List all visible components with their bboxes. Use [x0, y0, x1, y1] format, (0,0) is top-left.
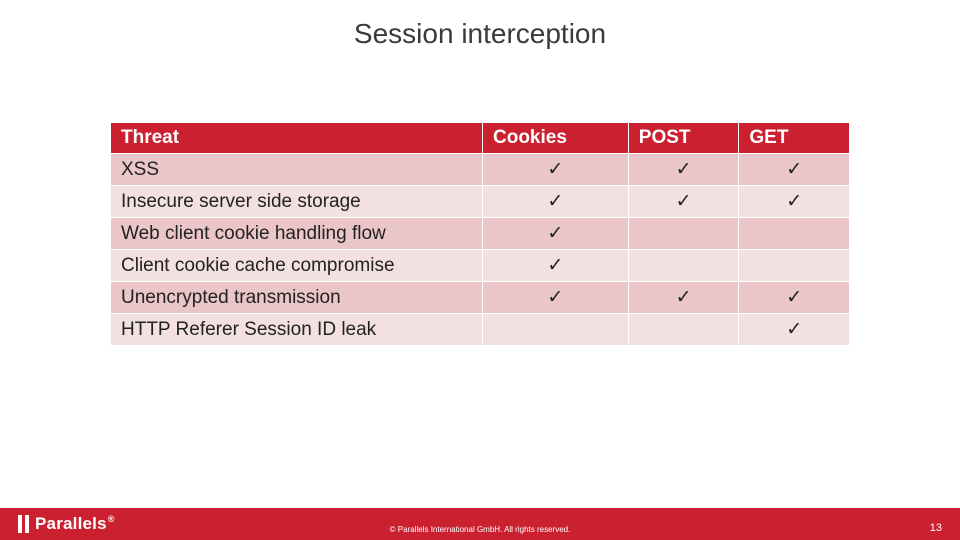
col-header-post: POST [628, 123, 739, 154]
parallels-bars-icon [18, 515, 29, 533]
page-number: 13 [930, 522, 942, 534]
cell-threat: XSS [111, 154, 483, 186]
cell-threat: Web client cookie handling flow [111, 218, 483, 250]
table-header-row: Threat Cookies POST GET [111, 123, 850, 154]
table-row: Client cookie cache compromise ✓ [111, 250, 850, 282]
col-header-cookies: Cookies [483, 123, 629, 154]
brand-logo: Parallels® [18, 514, 115, 534]
table-row: Web client cookie handling flow ✓ [111, 218, 850, 250]
cell-mark: ✓ [628, 282, 739, 314]
cell-mark: ✓ [628, 186, 739, 218]
cell-threat: HTTP Referer Session ID leak [111, 314, 483, 346]
cell-mark: ✓ [739, 186, 850, 218]
copyright-text: © Parallels International GmbH. All righ… [390, 525, 571, 534]
cell-mark [628, 314, 739, 346]
table-row: HTTP Referer Session ID leak ✓ [111, 314, 850, 346]
cell-mark: ✓ [483, 218, 629, 250]
cell-mark [739, 218, 850, 250]
cell-mark: ✓ [483, 250, 629, 282]
cell-threat: Insecure server side storage [111, 186, 483, 218]
cell-threat: Unencrypted transmission [111, 282, 483, 314]
cell-mark [739, 250, 850, 282]
cell-mark [628, 218, 739, 250]
cell-mark [483, 314, 629, 346]
cell-mark: ✓ [739, 154, 850, 186]
col-header-threat: Threat [111, 123, 483, 154]
cell-mark: ✓ [739, 282, 850, 314]
cell-threat: Client cookie cache compromise [111, 250, 483, 282]
cell-mark: ✓ [483, 154, 629, 186]
cell-mark: ✓ [739, 314, 850, 346]
cell-mark: ✓ [483, 282, 629, 314]
col-header-get: GET [739, 123, 850, 154]
threat-table: Threat Cookies POST GET XSS ✓ ✓ ✓ Insecu… [110, 122, 850, 346]
cell-mark [628, 250, 739, 282]
footer-bar: Parallels® © Parallels International Gmb… [0, 508, 960, 540]
table-row: Unencrypted transmission ✓ ✓ ✓ [111, 282, 850, 314]
cell-mark: ✓ [483, 186, 629, 218]
table-row: Insecure server side storage ✓ ✓ ✓ [111, 186, 850, 218]
cell-mark: ✓ [628, 154, 739, 186]
table-row: XSS ✓ ✓ ✓ [111, 154, 850, 186]
slide-title: Session interception [0, 18, 960, 50]
brand-name: Parallels® [35, 514, 115, 534]
